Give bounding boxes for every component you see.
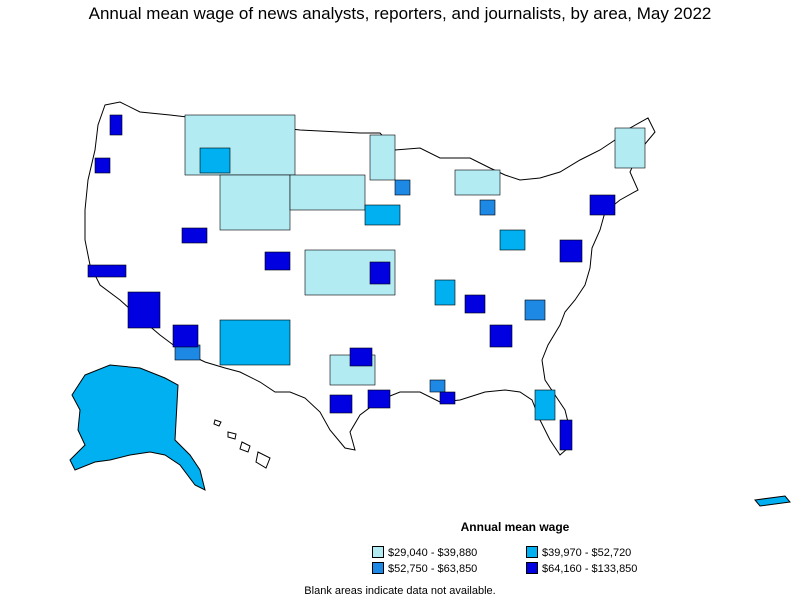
footnote: Blank areas indicate data not available. bbox=[304, 585, 496, 597]
legend-item: $39,970 - $52,720 bbox=[526, 546, 631, 559]
legend-swatch bbox=[526, 562, 538, 574]
wage-regions bbox=[87, 114, 646, 451]
puerto-rico bbox=[754, 495, 791, 507]
map-title: Annual mean wage of news analysts, repor… bbox=[88, 4, 712, 23]
legend-title: Annual mean wage bbox=[460, 520, 570, 534]
legend-item: $29,040 - $39,880 bbox=[372, 546, 477, 559]
legend-item: $64,160 - $133,850 bbox=[526, 562, 637, 575]
hawaii-islands bbox=[213, 419, 271, 469]
alaska-outline bbox=[69, 364, 206, 491]
legend-swatch bbox=[372, 546, 384, 558]
legend-swatch bbox=[372, 562, 384, 574]
legend-item: $52,750 - $63,850 bbox=[372, 562, 477, 575]
legend-swatch bbox=[526, 546, 538, 558]
